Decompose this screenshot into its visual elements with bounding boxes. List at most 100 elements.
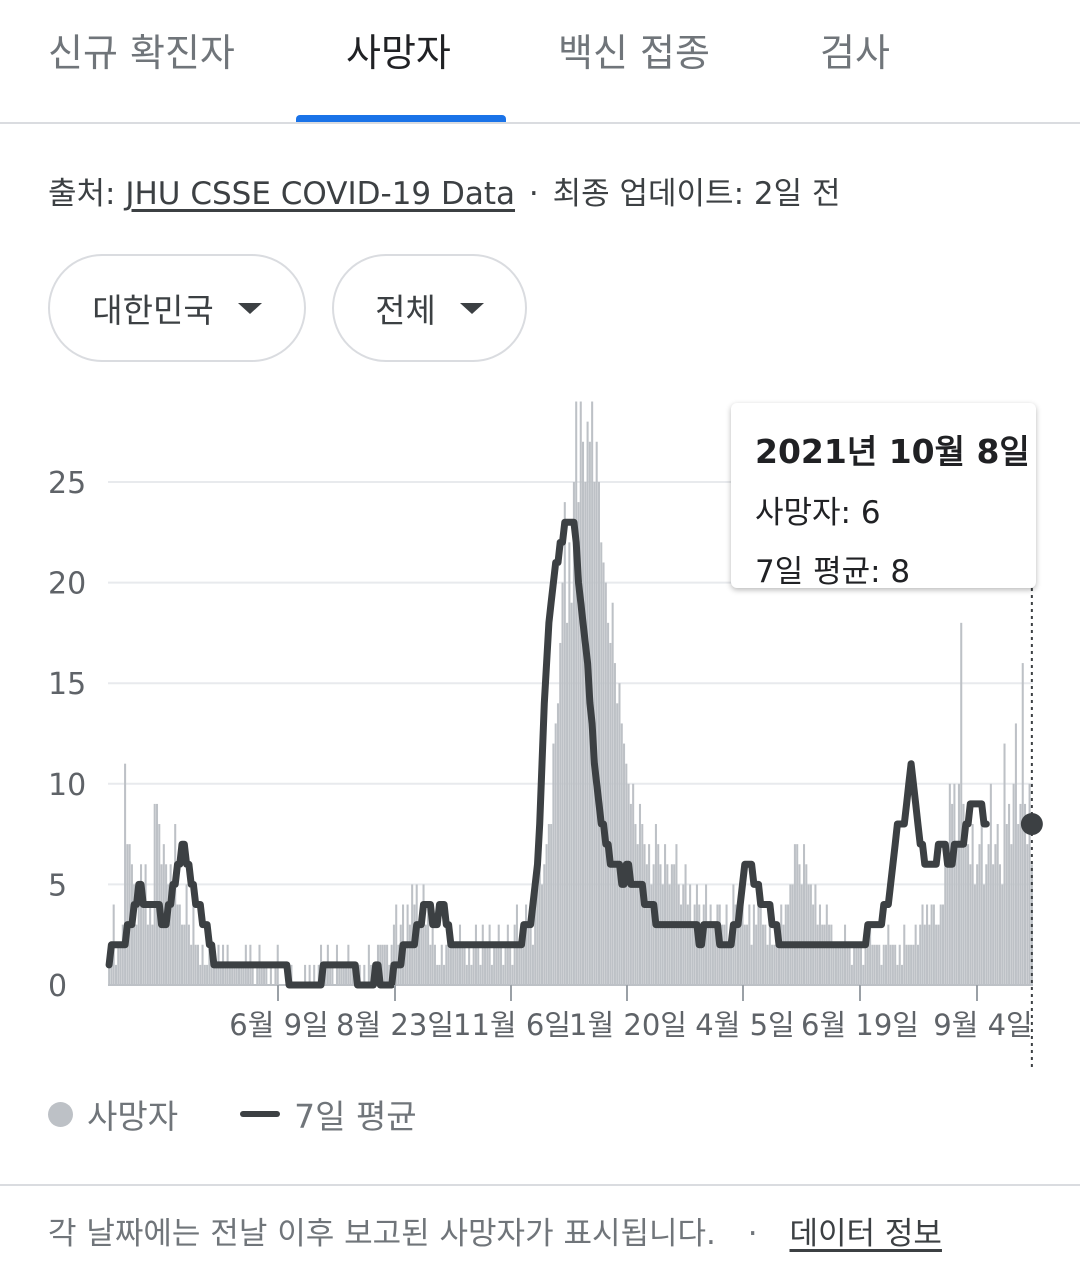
death-bar (992, 864, 995, 985)
death-bar (570, 602, 573, 985)
death-bar (206, 964, 209, 985)
death-bar (905, 944, 908, 985)
death-bar (973, 884, 976, 985)
death-bar (144, 864, 147, 985)
death-bar (618, 683, 621, 985)
death-bar (930, 904, 933, 985)
tab-new-cases[interactable]: 신규 확진자 (48, 31, 235, 75)
death-bar (584, 482, 587, 985)
death-bar (912, 944, 915, 985)
x-tick-label: 4월 5일 (695, 1008, 794, 1042)
death-bar (834, 944, 837, 985)
tab-vaccinations[interactable]: 백신 접종 (558, 31, 710, 75)
death-bar (714, 924, 717, 985)
x-tick-label: 1월 20일 (569, 1008, 687, 1042)
death-bar (137, 904, 140, 985)
death-bar (212, 964, 215, 985)
death-bar (443, 964, 446, 985)
region-value: 대한민국 (92, 291, 214, 330)
death-bar (948, 783, 951, 985)
death-bar (741, 904, 744, 985)
x-tick-label: 8월 23일 (336, 1008, 454, 1042)
y-tick-label: 10 (48, 768, 86, 803)
death-bar (857, 944, 860, 985)
death-bar (926, 904, 929, 985)
death-bar (1001, 884, 1004, 985)
death-bar (146, 924, 149, 985)
death-bar (486, 944, 489, 985)
death-bar (342, 964, 345, 985)
region-dropdown[interactable]: 대한민국 (48, 254, 306, 362)
death-bar (190, 944, 193, 985)
death-bar (682, 884, 685, 985)
death-bar (629, 803, 632, 985)
death-bar (864, 944, 867, 985)
death-bar (739, 924, 742, 985)
tab-deaths[interactable]: 사망자 (346, 31, 451, 75)
death-bar (1026, 844, 1029, 985)
death-bar (616, 703, 619, 985)
death-bar (171, 904, 174, 985)
death-bar (969, 864, 972, 985)
death-bar (661, 884, 664, 985)
death-bar (550, 824, 553, 985)
death-bar (417, 924, 421, 985)
death-bar (194, 944, 197, 985)
legend-average-swatch (240, 1111, 281, 1117)
death-bar (609, 642, 612, 985)
death-bar (941, 904, 945, 985)
y-tick-label: 15 (48, 667, 86, 702)
y-tick-label: 20 (48, 567, 86, 602)
death-bar (488, 924, 491, 985)
death-bar (848, 944, 851, 985)
death-bar (907, 944, 910, 985)
death-bar (686, 904, 689, 985)
death-bar (313, 964, 316, 985)
death-bar (1010, 844, 1013, 985)
data-info-link[interactable]: 데이터 정보 (789, 1216, 942, 1252)
death-bar (454, 944, 457, 985)
death-bar (750, 944, 753, 985)
death-bar (862, 964, 865, 985)
death-bar (495, 944, 498, 985)
death-bar (923, 924, 926, 985)
death-bar (707, 924, 710, 985)
death-bar (392, 924, 395, 985)
highlight-point[interactable] (1020, 813, 1043, 836)
source-link[interactable]: JHU CSSE COVID-19 Data (125, 176, 516, 212)
death-bar (821, 924, 824, 985)
death-bar (381, 944, 384, 985)
death-bar (566, 622, 569, 985)
legend-deaths-label: 사망자 (87, 1097, 179, 1136)
death-bar (436, 964, 439, 985)
death-bar (149, 904, 152, 985)
death-bar (552, 743, 555, 985)
death-bar (691, 924, 694, 985)
death-bar (438, 964, 441, 985)
scope-dropdown[interactable]: 전체 (332, 254, 527, 362)
death-bar (727, 944, 730, 985)
death-bar (349, 964, 352, 985)
death-bar (422, 884, 425, 985)
death-bar (1003, 743, 1006, 985)
tab-tests[interactable]: 검사 (820, 31, 890, 75)
death-bar (900, 964, 904, 985)
death-bar (903, 924, 906, 985)
death-bar (946, 864, 949, 985)
death-bar (260, 964, 263, 985)
death-bar (265, 964, 268, 985)
death-bar (775, 924, 778, 985)
death-bar (953, 783, 956, 985)
death-bar (484, 944, 487, 985)
death-bar (720, 924, 724, 985)
death-bar (538, 864, 541, 985)
death-bar (730, 924, 733, 985)
x-tick-label: 9월 4일 (933, 1008, 1032, 1042)
death-bar (709, 904, 712, 985)
death-bar (474, 924, 477, 985)
footnote-separator: · (747, 1216, 758, 1252)
death-bar (461, 944, 464, 985)
death-bar (520, 924, 523, 985)
death-bar (219, 964, 222, 985)
